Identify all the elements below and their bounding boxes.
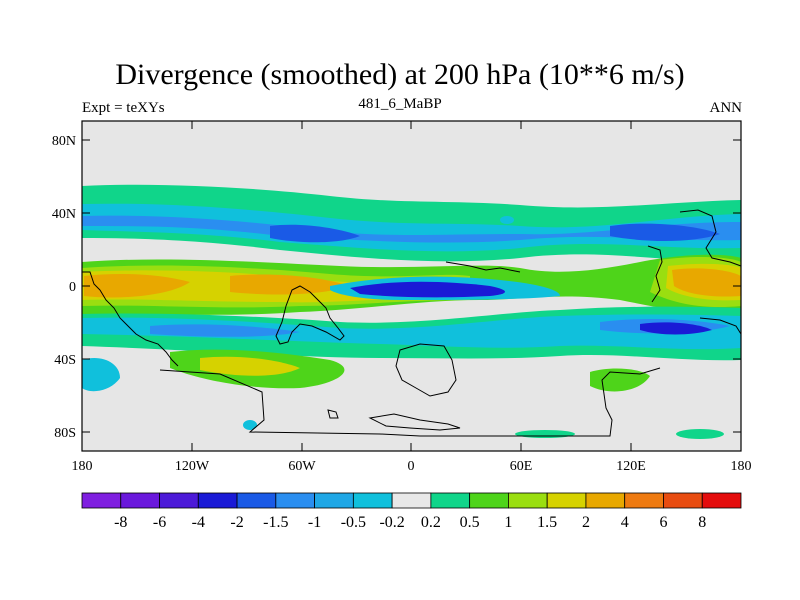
- colorbar-swatch: [236, 492, 277, 509]
- contour-sh-deepblue: [640, 322, 712, 335]
- colorbar-label: 0.2: [421, 514, 441, 531]
- x-tick-0: 0: [408, 459, 415, 474]
- colorbar-label: -6: [153, 514, 166, 531]
- contour-small-green-1: [243, 420, 257, 430]
- contour-sh-cyan: [82, 314, 741, 350]
- y-tick-40n: 40N: [52, 207, 76, 222]
- contour-small-cyan-1: [500, 216, 514, 224]
- y-tick-labels: 80N 40N 0 40S 80S: [52, 134, 76, 441]
- contour-nh-blue1: [82, 215, 741, 243]
- x-tick-120e: 120E: [616, 459, 646, 474]
- y-tick-40s: 40S: [54, 353, 76, 368]
- season-label: ANN: [709, 100, 743, 116]
- contour-small-green-3: [676, 429, 724, 439]
- colorbar-label: 8: [698, 514, 706, 531]
- field-contours: [82, 121, 741, 451]
- colorbar-swatch: [585, 492, 626, 509]
- contour-eq-tongue-blue: [350, 281, 505, 298]
- colorbar-swatch: [352, 492, 393, 509]
- colorbar-label: -0.5: [341, 514, 366, 531]
- colorbar-labels: -8 -6 -4 -2 -1.5 -1 -0.5 -0.2 0.2 0.5 1 1.5 2 4 6 8: [114, 514, 706, 531]
- contour-small-green-2: [515, 430, 575, 438]
- colorbar-label: 2: [582, 514, 590, 531]
- x-tick-labels: 180 120W 60W 0 60E 120E 180: [72, 459, 752, 474]
- colorbar-swatch: [701, 492, 742, 509]
- colorbar: [81, 492, 742, 509]
- colorbar-label: 4: [621, 514, 629, 531]
- colorbar-label: 1: [504, 514, 512, 531]
- colorbar-swatch: [430, 492, 471, 509]
- contour-sh-sw-blob: [82, 358, 120, 392]
- colorbar-label: -1.5: [263, 514, 288, 531]
- y-axis: [82, 139, 741, 433]
- colorbar-swatch: [663, 492, 703, 509]
- x-tick-60w: 60W: [288, 459, 316, 474]
- contour-nh-blue2: [270, 223, 720, 243]
- colorbar-swatch: [469, 492, 509, 509]
- x-tick-120w: 120W: [175, 459, 210, 474]
- y-tick-0: 0: [69, 280, 76, 295]
- contour-sh-mid-yellow: [200, 356, 300, 376]
- contour-nh-cyan: [82, 203, 741, 252]
- colorbar-label: -2: [230, 514, 243, 531]
- contour-sh-mid-green: [170, 349, 650, 392]
- colorbar-label: -4: [192, 514, 205, 531]
- y-tick-80s: 80S: [54, 426, 76, 441]
- colorbar-label: -0.2: [379, 514, 404, 531]
- run-label: 481_6_MaBP: [358, 96, 442, 112]
- colorbar-swatch: [314, 492, 354, 509]
- x-tick-180w: 180: [72, 459, 93, 474]
- x-tick-60e: 60E: [510, 459, 533, 474]
- colorbar-swatch: [159, 492, 199, 509]
- colorbar-label: -1: [308, 514, 321, 531]
- colorbar-label: 0.5: [460, 514, 480, 531]
- experiment-label: Expt = teXYs: [82, 100, 165, 116]
- colorbar-swatch: [508, 492, 548, 509]
- colorbar-swatch: [546, 492, 587, 509]
- colorbar-swatch: [275, 492, 315, 509]
- colorbar-swatch: [81, 492, 122, 509]
- contour-eq-orange: [84, 268, 741, 298]
- colorbar-label: -8: [114, 514, 127, 531]
- colorbar-swatch: [391, 492, 432, 509]
- colorbar-swatch: [120, 492, 160, 509]
- x-tick-180e: 180: [731, 459, 752, 474]
- y-tick-80n: 80N: [52, 134, 76, 149]
- colorbar-swatch: [624, 492, 664, 509]
- colorbar-label: 1.5: [537, 514, 557, 531]
- contour-sh-blue: [150, 319, 730, 337]
- map-title: Divergence (smoothed) at 200 hPa (10**6 …: [115, 58, 685, 91]
- coastlines: [82, 209, 742, 437]
- x-axis: [81, 121, 742, 451]
- colorbar-label: 6: [659, 514, 667, 531]
- colorbar-swatch: [197, 492, 238, 509]
